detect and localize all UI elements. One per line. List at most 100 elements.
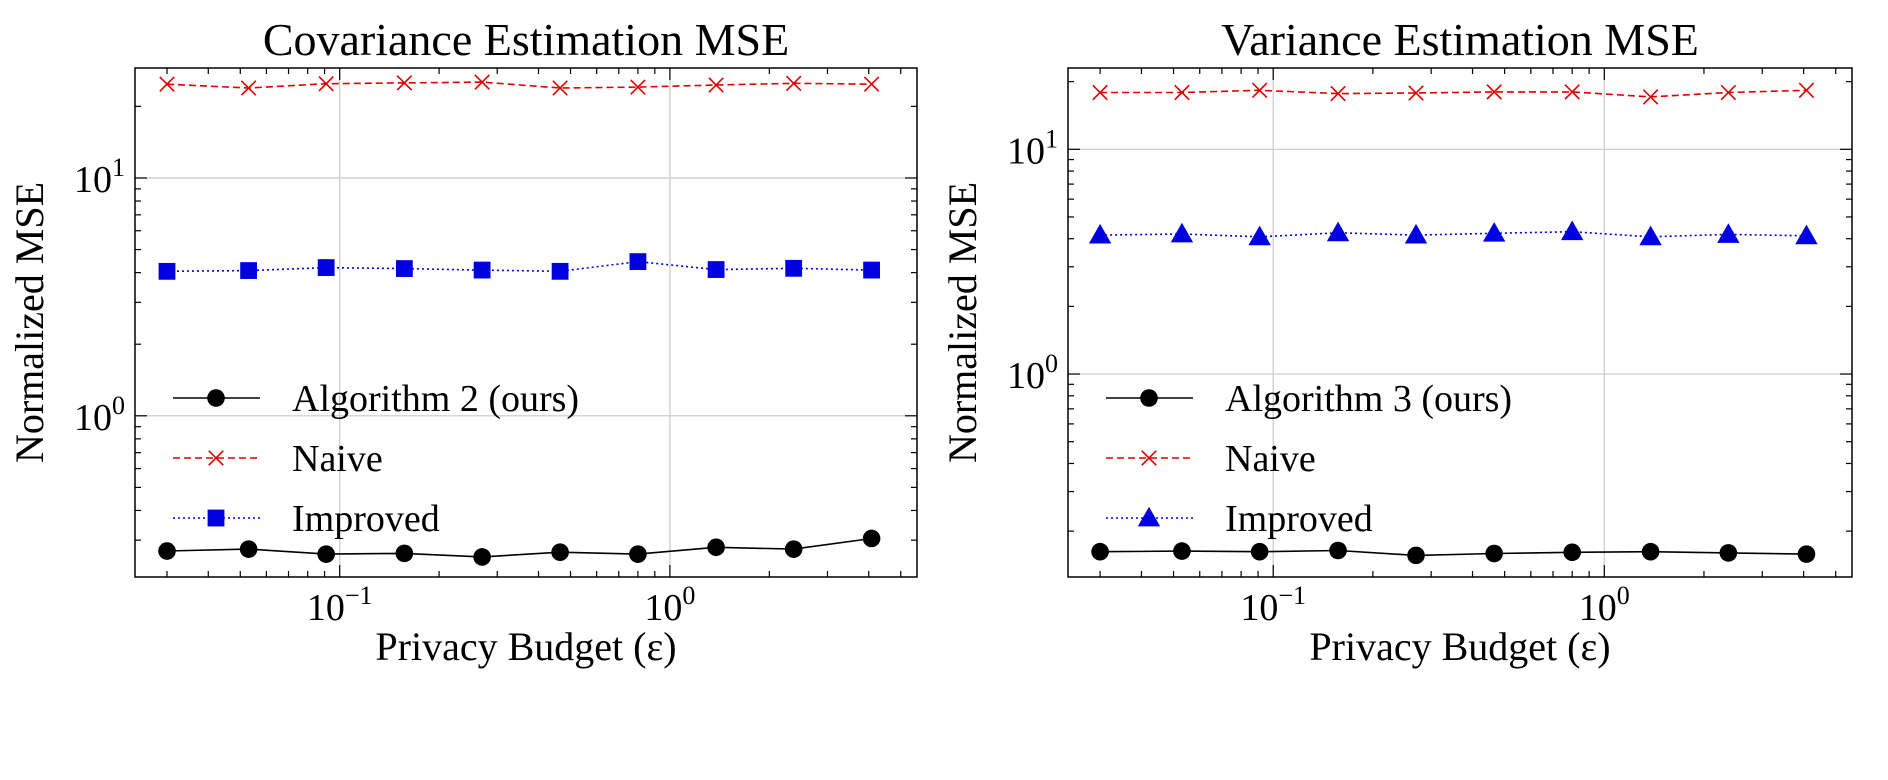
legend-label: Improved	[1225, 498, 1373, 540]
data-point	[473, 261, 491, 279]
chart-title: Covariance Estimation MSE	[263, 14, 789, 65]
y-tick-label: 100	[74, 391, 125, 439]
data-point	[707, 261, 725, 278]
legend-marker	[1141, 450, 1157, 466]
legend-label: Algorithm 3 (ours)	[1225, 378, 1512, 420]
legend: Algorithm 3 (ours) Naive Improved	[1106, 378, 1512, 540]
data-point	[1639, 225, 1662, 246]
x-tick-label: 100	[644, 581, 695, 629]
plot-frame	[134, 67, 918, 578]
data-point	[784, 540, 803, 558]
data-point	[1408, 85, 1424, 101]
data-point	[1407, 546, 1425, 565]
data-point	[1326, 221, 1350, 242]
x-axis-label: Privacy Budget (ε)	[375, 624, 676, 669]
data-point	[1564, 84, 1580, 100]
data-point	[395, 260, 413, 277]
legend-marker	[208, 450, 224, 466]
data-point	[1485, 544, 1503, 563]
y-axis-label: Normalized MSE	[7, 182, 52, 463]
chart-covariance: Covariance Estimation MSE Privacy Budget …	[7, 14, 918, 669]
data-point	[1088, 223, 1112, 244]
data-point	[1250, 542, 1269, 561]
data-point	[239, 540, 258, 558]
series-line	[166, 81, 872, 89]
data-point	[1174, 84, 1190, 101]
data-point	[1719, 544, 1738, 562]
data-point	[158, 542, 176, 560]
data-point	[707, 538, 725, 557]
y-tick-label: 101	[1007, 124, 1058, 172]
data-point	[396, 75, 413, 91]
data-point	[551, 262, 569, 280]
x-tick-label: 100	[1579, 581, 1630, 629]
series-algorithm-2-ours-	[158, 529, 881, 566]
series-improved	[1088, 220, 1818, 246]
data-point	[317, 259, 335, 276]
legend-label: Naive	[292, 438, 383, 480]
data-point	[1329, 541, 1347, 560]
data-point	[630, 79, 646, 95]
series-line	[1100, 549, 1807, 557]
legend-marker	[207, 389, 225, 407]
data-point	[317, 545, 335, 563]
data-point	[240, 80, 257, 96]
data-point	[159, 76, 175, 92]
data-point	[1173, 542, 1191, 560]
data-point	[1404, 223, 1428, 244]
data-point	[1642, 89, 1659, 105]
legend-marker	[1140, 389, 1158, 407]
data-point	[629, 545, 647, 563]
data-point	[862, 529, 881, 548]
data-point	[474, 74, 490, 90]
data-point	[1717, 223, 1740, 243]
y-tick-label: 101	[74, 153, 125, 201]
data-point	[863, 261, 880, 279]
x-tick-label: 10−1	[1240, 581, 1306, 629]
data-point	[240, 262, 258, 279]
plot-frame	[1067, 67, 1853, 578]
data-point	[1795, 224, 1818, 245]
y-axis-label: Normalized MSE	[940, 182, 985, 463]
legend: Algorithm 2 (ours) Naive Improved	[173, 378, 579, 540]
series-line	[1100, 230, 1807, 238]
series-naive	[1092, 82, 1815, 105]
series-naive	[159, 74, 880, 96]
data-point	[708, 77, 724, 93]
y-tick-label: 100	[1007, 349, 1058, 397]
series-improved	[158, 253, 880, 280]
data-point	[318, 75, 334, 92]
data-point	[785, 75, 802, 92]
data-point	[1797, 545, 1816, 563]
series-line	[1100, 89, 1807, 98]
data-point	[785, 259, 803, 277]
series-line	[166, 260, 872, 273]
series-line	[166, 537, 872, 558]
legend-marker	[1137, 506, 1161, 527]
data-point	[1641, 542, 1660, 561]
series-algorithm-3-ours-	[1091, 541, 1816, 565]
data-point	[1563, 543, 1582, 562]
data-point	[1091, 542, 1109, 561]
data-point	[1720, 84, 1737, 101]
data-point	[395, 544, 414, 563]
data-point	[1561, 220, 1584, 241]
chart-title: Variance Estimation MSE	[1221, 14, 1699, 65]
legend-marker	[207, 509, 225, 527]
x-axis-label: Privacy Budget (ε)	[1309, 624, 1610, 669]
legend-label: Improved	[292, 498, 440, 540]
data-point	[629, 253, 647, 271]
data-point	[552, 80, 568, 96]
data-point	[1248, 225, 1271, 246]
x-tick-label: 10−1	[307, 581, 373, 629]
data-point	[473, 548, 491, 566]
data-point	[1170, 222, 1194, 243]
legend-label: Algorithm 2 (ours)	[292, 378, 579, 420]
chart-variance: Variance Estimation MSE Privacy Budget (ε…	[940, 14, 1853, 669]
data-point	[1482, 222, 1506, 242]
data-point	[1798, 82, 1815, 99]
data-point	[1251, 82, 1268, 99]
data-point	[863, 76, 880, 92]
data-point	[1486, 84, 1502, 100]
